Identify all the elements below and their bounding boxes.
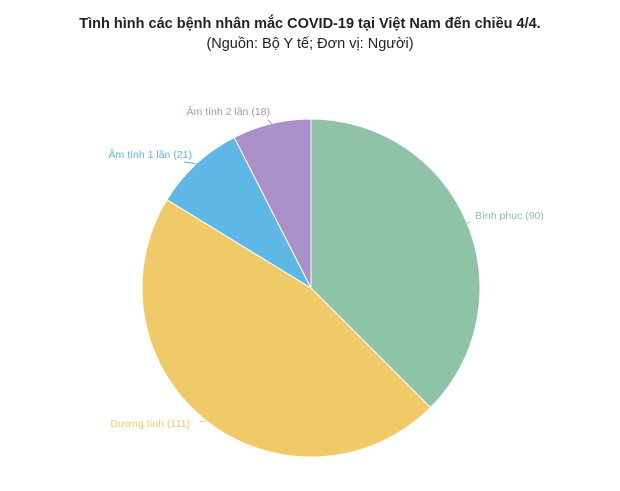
slice-label: Âm tính 1 lần (21) xyxy=(109,148,192,161)
slice-label: Âm tính 2 lần (18) xyxy=(187,105,270,118)
leader-line xyxy=(183,161,197,165)
chart-title: Tình hình các bệnh nhân mắc COVID-19 tại… xyxy=(79,16,541,32)
leader-line xyxy=(267,119,272,125)
pie-slice xyxy=(141,199,432,458)
leader-line xyxy=(199,420,207,423)
pie-slice xyxy=(166,136,313,290)
pie-slice xyxy=(233,118,312,289)
pie-slice xyxy=(310,118,481,409)
slice-label: Bình phục (90) xyxy=(475,210,544,222)
leader-line xyxy=(466,221,471,224)
chart-subtitle: (Nguồn: Bộ Y tế; Đơn vị: Người) xyxy=(206,36,414,52)
slice-label: Dương tính (111) xyxy=(111,418,190,430)
